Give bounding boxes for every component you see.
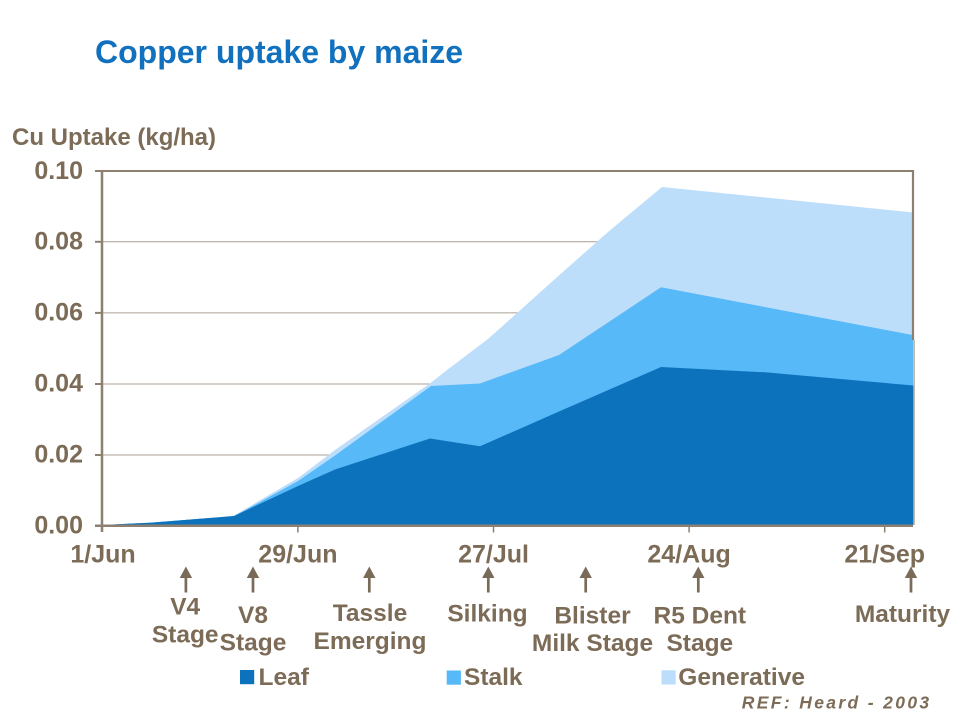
svg-text:REF: Heard - 2003: REF: Heard - 2003 (742, 693, 932, 713)
svg-text:0.06: 0.06 (34, 299, 83, 327)
svg-text:R5 Dent: R5 Dent (654, 602, 747, 629)
svg-text:Milk Stage: Milk Stage (532, 630, 653, 657)
svg-text:0.08: 0.08 (34, 228, 83, 256)
svg-text:Copper uptake by maize: Copper uptake by maize (95, 34, 463, 70)
svg-text:1/Jun: 1/Jun (70, 540, 135, 568)
svg-text:Stage: Stage (666, 630, 733, 657)
svg-text:0.10: 0.10 (34, 157, 83, 185)
svg-text:V8: V8 (238, 602, 268, 629)
svg-text:Silking: Silking (447, 601, 527, 628)
svg-text:Cu Uptake (kg/ha): Cu Uptake (kg/ha) (12, 124, 216, 151)
svg-text:29/Jun: 29/Jun (258, 540, 337, 568)
svg-text:Tassle: Tassle (333, 600, 407, 627)
svg-text:Emerging: Emerging (314, 628, 427, 655)
svg-text:Blister: Blister (554, 602, 631, 629)
svg-text:Stage: Stage (152, 621, 219, 648)
svg-text:0.00: 0.00 (34, 511, 83, 539)
svg-text:0.04: 0.04 (34, 370, 83, 398)
svg-text:0.02: 0.02 (34, 440, 83, 468)
svg-text:Stage: Stage (220, 630, 287, 657)
svg-text:24/Aug: 24/Aug (647, 540, 730, 568)
svg-text:27/Jul: 27/Jul (458, 540, 529, 568)
svg-text:Stalk: Stalk (464, 664, 523, 691)
svg-text:V4: V4 (170, 594, 200, 621)
svg-text:Maturity: Maturity (855, 601, 951, 628)
svg-text:21/Sep: 21/Sep (844, 540, 925, 568)
svg-text:Generative: Generative (678, 664, 805, 691)
svg-text:Leaf: Leaf (259, 664, 310, 691)
